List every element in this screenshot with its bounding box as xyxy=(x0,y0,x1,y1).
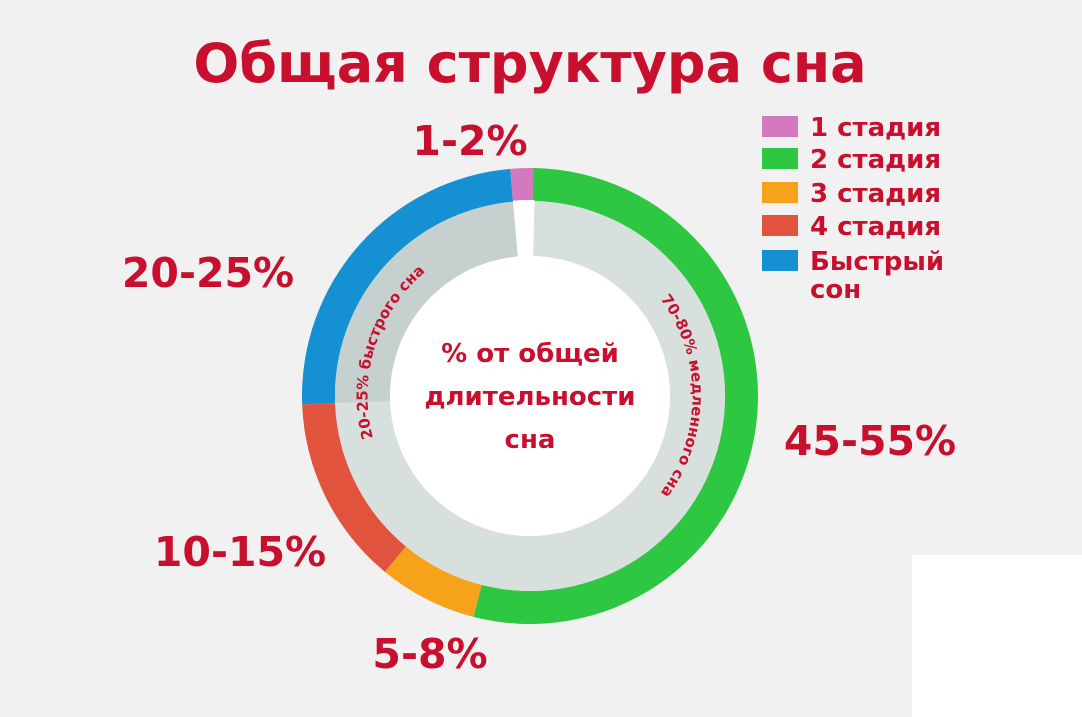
legend-swatch-stage4 xyxy=(762,215,798,236)
legend: 1 стадия 2 стадия 3 стадия 4 стадия Быст… xyxy=(762,113,944,305)
value-label-stage3: 5-8% xyxy=(372,630,487,678)
legend-label-rem-line-1: Быстрый xyxy=(810,247,944,277)
legend-label-stage4: 4 стадия xyxy=(810,212,941,242)
center-label-line-1: % от общей xyxy=(441,339,619,369)
inner-ring xyxy=(334,200,725,591)
slice-stage3 xyxy=(384,546,482,617)
legend-swatch-stage2 xyxy=(762,148,798,169)
center-disc xyxy=(390,256,670,536)
value-label-rem: 20-25% xyxy=(122,249,294,297)
inner-ring-rem-band xyxy=(334,201,518,404)
legend-label-stage1: 1 стадия xyxy=(810,113,941,143)
center-label-line-2: длительности xyxy=(425,382,636,412)
inner-ring-notch xyxy=(512,200,535,258)
white-corner-patch xyxy=(912,555,1082,717)
center-label-line-3: сна xyxy=(505,425,556,455)
chart-title: Общая структура сна xyxy=(193,32,866,95)
legend-swatch-rem xyxy=(762,250,798,271)
legend-label-stage2: 2 стадия xyxy=(810,145,941,175)
slice-stage1 xyxy=(510,168,534,202)
slice-stage4 xyxy=(302,403,406,572)
legend-swatch-stage3 xyxy=(762,182,798,203)
legend-swatch-stage1 xyxy=(762,116,798,137)
value-label-stage4: 10-15% xyxy=(154,528,326,576)
legend-label-stage3: 3 стадия xyxy=(810,179,941,209)
value-label-stage1: 1-2% xyxy=(412,117,527,165)
outer-ring xyxy=(301,168,758,624)
legend-label-rem-line-2: сон xyxy=(810,275,861,305)
value-label-stage2: 45-55% xyxy=(784,417,956,465)
slice-rem xyxy=(301,168,514,405)
